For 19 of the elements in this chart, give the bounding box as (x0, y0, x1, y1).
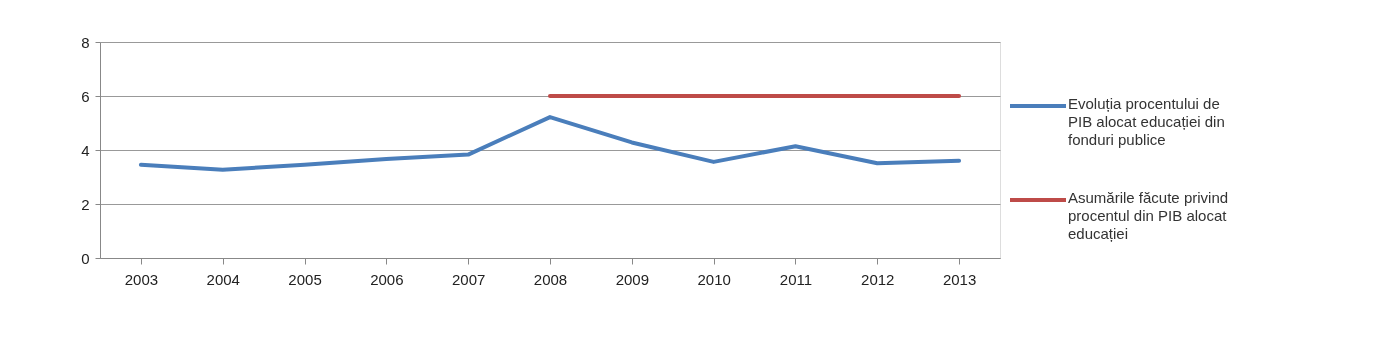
line-series (138, 115, 962, 172)
x-tick-label: 2004 (206, 270, 240, 288)
y-tick-label: 6 (81, 87, 90, 105)
x-tick-label: 2012 (861, 270, 895, 288)
x-tick-label: 2011 (779, 270, 813, 288)
x-tick-label: 2007 (451, 270, 486, 288)
y-tick-label: 0 (81, 249, 90, 267)
y-tick-label: 4 (81, 141, 90, 159)
x-tick-label: 2003 (124, 270, 159, 288)
legend-label: Evoluția procentului de PIB alocat educației din fonduri publice (1068, 95, 1225, 148)
x-tick-label: 2009 (615, 270, 650, 288)
x-tick-label: 2013 (942, 270, 977, 288)
x-tick-label: 2010 (697, 270, 731, 288)
y-tick-label: 2 (81, 195, 90, 213)
x-tick-label: 2005 (288, 270, 322, 288)
x-tick-label: 2006 (370, 270, 404, 288)
y-tick-label: 8 (81, 33, 90, 51)
x-tick-label: 2008 (533, 270, 568, 288)
legend-label: Asumările făcute privind procentul din PIB alocat educației (1068, 189, 1229, 242)
